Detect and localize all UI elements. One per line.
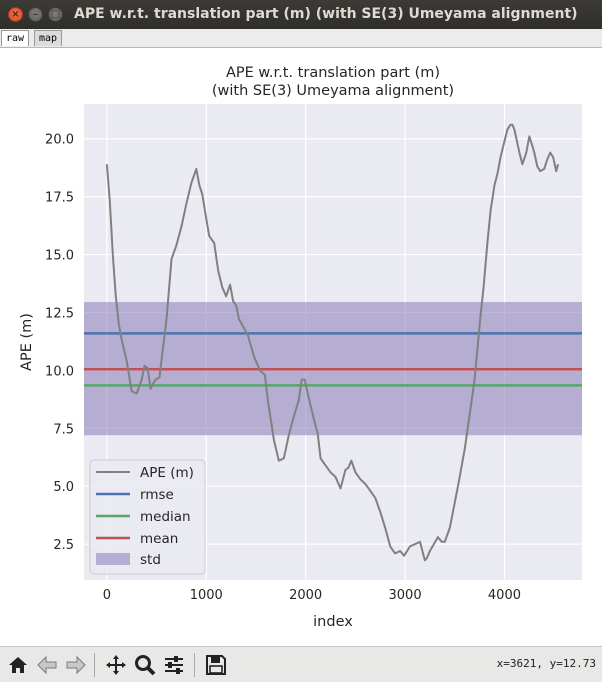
- x-tick-label: 1000: [190, 588, 223, 603]
- sliders-icon: [165, 656, 183, 674]
- x-tick-label: 2000: [289, 588, 322, 603]
- ape-series-line: [105, 123, 560, 562]
- legend-box: [89, 459, 206, 575]
- legend-median-label: median: [140, 509, 191, 525]
- legend-std-swatch: [96, 553, 130, 565]
- y-tick-label: 2.5: [53, 538, 74, 553]
- close-icon: ×: [11, 9, 20, 20]
- x-axis-label: index: [313, 614, 353, 630]
- cursor-coordinates: x=3621, y=12.73: [496, 657, 596, 670]
- home-button[interactable]: [6, 653, 30, 677]
- y-tick-label: 12.5: [45, 306, 74, 321]
- back-button[interactable]: [35, 653, 59, 677]
- toolbar-separator: [194, 653, 195, 677]
- y-tick-label: 7.5: [53, 422, 74, 437]
- zoom-button[interactable]: [133, 653, 157, 677]
- legend-mean-label: mean: [140, 531, 178, 547]
- minimize-icon: –: [33, 9, 38, 20]
- floppy-disk-icon: [206, 655, 226, 675]
- tab-bar: raw map: [0, 29, 602, 48]
- pan-button[interactable]: [104, 653, 128, 677]
- y-tick-label: 17.5: [45, 191, 74, 206]
- window-title: APE w.r.t. translation part (m) (with SE…: [74, 6, 578, 22]
- window-maximize-button[interactable]: □: [48, 7, 63, 22]
- chart-subtitle: (with SE(3) Umeyama alignment): [212, 83, 454, 99]
- legend-std-label: std: [140, 552, 161, 568]
- maximize-icon: □: [50, 9, 61, 20]
- y-tick-label: 15.0: [45, 249, 74, 264]
- x-tick-label: 0: [103, 588, 111, 603]
- arrow-right-icon: [66, 655, 86, 675]
- tab-raw[interactable]: raw: [1, 30, 30, 46]
- legend: APE (m) rmse median mean std: [89, 459, 206, 575]
- y-tick-label: 20.0: [45, 133, 74, 148]
- forward-button[interactable]: [64, 653, 88, 677]
- configure-subplots-button[interactable]: [162, 653, 186, 677]
- home-icon: [9, 657, 27, 673]
- x-tick-label: 3000: [389, 588, 422, 603]
- window-close-button[interactable]: ×: [8, 7, 23, 22]
- magnifier-icon: [135, 655, 156, 676]
- save-button[interactable]: [204, 653, 228, 677]
- x-tick-label: 4000: [488, 588, 521, 603]
- move-arrows-icon: [106, 655, 126, 675]
- figure-canvas[interactable]: 0 1000 2000 3000 4000 2.5 5.0 7.5 10.0 12.5 15.0 17…: [0, 48, 602, 646]
- y-tick-label: 10.0: [45, 364, 74, 379]
- window-title-bar: × – □ APE w.r.t. translation part (m) (w…: [0, 0, 602, 29]
- navigation-toolbar: x=3621, y=12.73: [0, 646, 602, 682]
- y-axis-label: APE (m): [19, 313, 35, 371]
- window-minimize-button[interactable]: –: [28, 7, 43, 22]
- toolbar-separator: [94, 653, 95, 677]
- arrow-left-icon: [37, 655, 57, 675]
- legend-ape-label: APE (m): [140, 465, 194, 481]
- ape-chart: 0 1000 2000 3000 4000 2.5 5.0 7.5 10.0 12.5 15.0 17…: [0, 48, 602, 646]
- tick-labels: 0 1000 2000 3000 4000 2.5 5.0 7.5 10.0 12.5 15.0 17…: [45, 133, 521, 603]
- tab-map[interactable]: map: [34, 30, 63, 46]
- chart-title: APE w.r.t. translation part (m): [226, 65, 440, 81]
- legend-rmse-label: rmse: [140, 487, 174, 503]
- y-tick-label: 5.0: [53, 480, 74, 495]
